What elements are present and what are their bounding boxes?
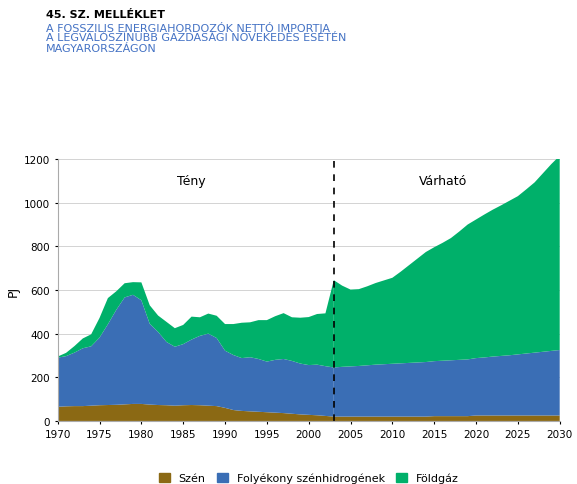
Text: Várható: Várható [418,175,467,188]
Legend: Szén, Folyékony szénhidrogének, Földgáz: Szén, Folyékony szénhidrogének, Földgáz [154,469,463,484]
Text: Tény: Tény [177,175,206,188]
Text: A LEGVALÓSZÍNÜBB GAZDASÁGI NÖVEKEDÉS ESETÉN: A LEGVALÓSZÍNÜBB GAZDASÁGI NÖVEKEDÉS ESE… [46,33,347,43]
Text: A FOSSZILIS ENERGIAHORDOZÓK NETTÓ IMPORTJA: A FOSSZILIS ENERGIAHORDOZÓK NETTÓ IMPORT… [46,22,330,34]
Y-axis label: PJ: PJ [7,285,20,296]
Text: MAGYARORSZÁGON: MAGYARORSZÁGON [46,44,157,54]
Text: 45. SZ. MELLÉKLET: 45. SZ. MELLÉKLET [46,10,165,20]
